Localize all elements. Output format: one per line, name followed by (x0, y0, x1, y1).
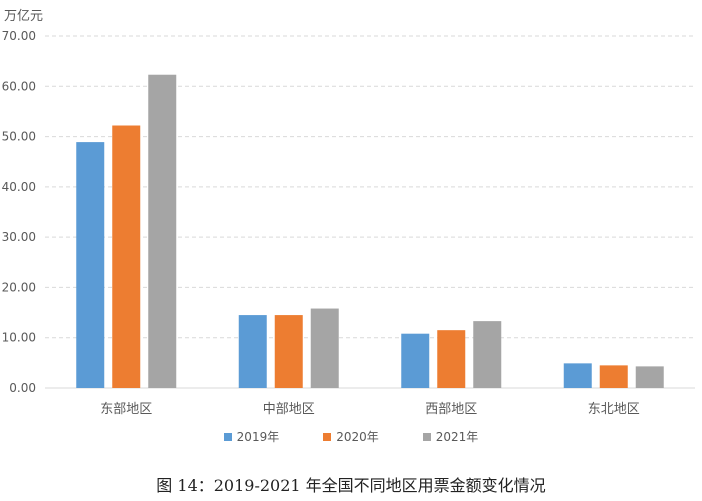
x-tick-label: 中部地区 (263, 402, 315, 417)
bar-2019-1 (238, 315, 267, 388)
y-tick-label: 30.00 (2, 230, 36, 244)
legend-label-2020: 2020年 (336, 430, 379, 444)
x-tick-label: 西部地区 (425, 402, 477, 417)
y-axis-unit-label: 万亿元 (4, 9, 44, 24)
legend-label-2021: 2021年 (435, 430, 479, 444)
legend-swatch-2019 (223, 432, 232, 441)
legend-label-2019: 2019年 (236, 430, 280, 444)
bar-2020-1 (274, 315, 303, 388)
x-tick-label: 东北地区 (588, 402, 640, 417)
y-tick-label: 40.00 (2, 180, 36, 194)
bar-chart: 0.00 10.00 20.00 30.00 40.00 50.00 60.00 70.00 东… (2, 29, 695, 417)
bar-2019-2 (401, 333, 430, 388)
bar-2021-1 (310, 308, 339, 388)
y-tick-label: 20.00 (2, 280, 36, 294)
bar-2021-3 (635, 366, 664, 388)
bar-2020-0 (112, 125, 141, 388)
bar-2019-3 (563, 363, 592, 388)
y-tick-label: 0.00 (9, 381, 36, 395)
y-tick-label: 70.00 (2, 29, 36, 43)
legend: 2019年 2020年 2021年 (0, 428, 702, 445)
y-tick-label: 50.00 (2, 130, 36, 144)
legend-item-2019: 2019年 (223, 428, 280, 445)
x-tick-label: 东部地区 (100, 402, 152, 417)
bar-2021-2 (473, 321, 502, 388)
legend-swatch-2021 (422, 432, 431, 441)
legend-item-2020: 2020年 (323, 428, 379, 445)
legend-item-2021: 2021年 (422, 428, 479, 445)
legend-swatch-2020 (323, 432, 332, 441)
bar-2020-3 (599, 365, 628, 388)
bar-2021-0 (148, 74, 177, 388)
bar-2020-2 (437, 330, 466, 388)
figure-caption: 图 14：2019-2021 年全国不同地区用票金额变化情况 (156, 476, 546, 495)
y-tick-label: 60.00 (2, 79, 36, 93)
y-tick-label: 10.00 (2, 331, 36, 345)
bar-2019-0 (76, 142, 105, 388)
